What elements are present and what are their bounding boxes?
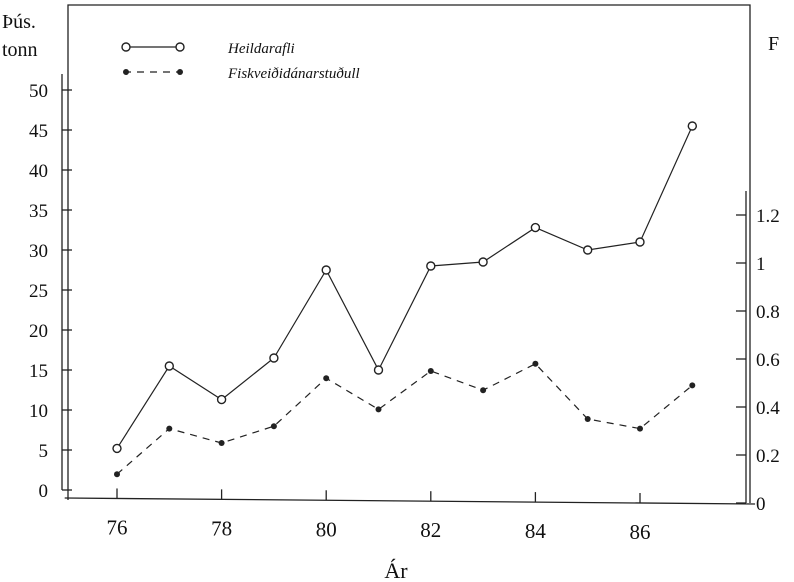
right-tick-label: 0.4 [756, 398, 780, 419]
left-tick-label: 45 [29, 121, 48, 142]
left-tick-label: 50 [29, 81, 48, 102]
left-tick-label: 0 [39, 481, 49, 502]
data-point-fishing-mortality [166, 425, 173, 432]
legend-label: Heildarafli [227, 41, 295, 57]
data-point-fishing-mortality [323, 375, 330, 382]
x-axis: 76 78 80 82 84 86 [64, 488, 756, 544]
right-tick-label: 1 [756, 254, 766, 275]
x-tick-label: 78 [211, 516, 232, 540]
left-tick-label: 25 [29, 281, 48, 302]
right-tick-label: 0.6 [756, 350, 780, 371]
right-tick-label: 0 [756, 494, 766, 515]
data-point-fishing-mortality [480, 387, 487, 394]
y-axis-title-right: F [768, 33, 779, 55]
data-point-total-catch [112, 443, 122, 454]
data-point-total-catch [530, 222, 541, 233]
data-point-fishing-mortality [218, 440, 225, 446]
right-tick-label: 1.2 [756, 206, 780, 227]
right-y-axis: 0 0.2 0.4 0.6 0.8 1 1.2 [736, 191, 780, 515]
right-tick-label: 0.2 [756, 446, 780, 467]
data-point-fishing-mortality [637, 425, 643, 432]
legend-label: Fiskveiðidánarstuðull [227, 66, 360, 82]
data-point-fishing-mortality [584, 416, 591, 422]
data-point-total-catch [426, 261, 436, 271]
data-point-total-catch [478, 257, 488, 267]
x-tick-label: 84 [525, 519, 547, 543]
x-tick-label: 86 [630, 520, 651, 544]
right-tick-label: 0.8 [756, 302, 780, 323]
legend: Heildarafli Fiskveiðidánarstuðull [121, 41, 360, 82]
left-tick-label: 35 [29, 201, 48, 222]
y-axis-title-left: Þús. [2, 11, 36, 33]
data-point-total-catch [373, 365, 384, 375]
x-tick-label: 76 [107, 515, 128, 539]
x-tick-label: 80 [316, 517, 337, 541]
data-point-fishing-mortality [114, 471, 120, 478]
left-tick-label: 15 [29, 361, 48, 382]
data-point-total-catch [635, 237, 645, 247]
left-tick-label: 5 [39, 441, 49, 462]
data-point-fishing-mortality [532, 360, 539, 367]
left-tick-label: 40 [29, 161, 48, 182]
data-point-fishing-mortality [427, 368, 434, 374]
data-point-total-catch [321, 265, 331, 275]
plot-frame [67, 4, 751, 503]
x-axis-title: Ár [384, 558, 408, 582]
data-point-total-catch [269, 353, 279, 363]
data-point-total-catch [216, 394, 227, 405]
plot-frame-line [67, 4, 751, 503]
left-y-axis: 0 5 10 15 20 25 30 35 40 45 50 [29, 74, 72, 502]
series-line-fishing-mortality [116, 363, 693, 475]
series-lines [112, 121, 697, 478]
data-point-total-catch [687, 121, 697, 131]
series-line-total-catch [116, 125, 693, 449]
data-point-fishing-mortality [270, 423, 277, 430]
left-tick-label: 20 [29, 321, 48, 342]
legend-marker-total-catch [175, 42, 185, 52]
data-point-total-catch [583, 245, 593, 255]
legend-marker-fishing-mortality [177, 69, 183, 75]
left-tick-label: 30 [29, 241, 48, 262]
x-tick-label: 82 [420, 518, 441, 542]
data-point-fishing-mortality [375, 406, 382, 413]
legend-marker-fishing-mortality [123, 69, 129, 75]
x-axis-line [64, 497, 756, 505]
data-point-total-catch [164, 361, 175, 371]
left-tick-label: 10 [29, 401, 48, 422]
y-axis-title-left-line2: tonn [2, 39, 38, 61]
legend-marker-total-catch [121, 42, 131, 52]
data-point-fishing-mortality [689, 382, 696, 389]
